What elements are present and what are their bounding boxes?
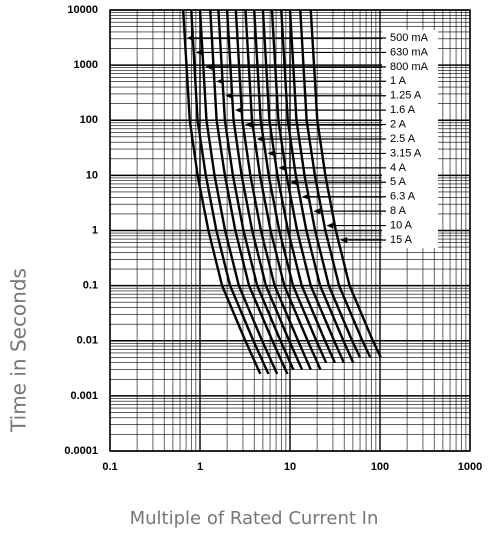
legend-label: 2.5 A (390, 133, 416, 145)
y-tick-label: 0.1 (83, 280, 98, 292)
legend-arrowhead (225, 92, 233, 99)
fuse-curve (209, 9, 289, 375)
legend-label: 15 A (390, 234, 413, 246)
legend-label: 10 A (390, 219, 413, 231)
legend-arrowhead (340, 237, 348, 243)
fuse-curve (270, 9, 345, 364)
legend-arrowhead (301, 193, 309, 200)
y-tick-label: 0.01 (77, 335, 98, 347)
fuse-curve (234, 9, 312, 371)
y-tick-label: 1 (92, 224, 98, 236)
fuse-curve (198, 9, 279, 375)
legend-label: 8 A (390, 205, 407, 217)
x-tick-label: 0.1 (102, 461, 117, 473)
y-axis-title: Time in Seconds (7, 268, 31, 433)
legend-arrowhead (205, 63, 213, 70)
legend-arrowhead (289, 179, 297, 186)
legend-label: 800 mA (390, 61, 429, 73)
fuse-curve (190, 9, 270, 375)
x-tick-label: 1000 (458, 461, 482, 473)
x-tick-label: 10 (284, 461, 296, 473)
fuse-curve (280, 9, 355, 364)
fuse-curve (299, 9, 372, 358)
x-tick-label: 100 (371, 461, 389, 473)
legend-label: 6.3 A (390, 191, 416, 203)
legend-label: 4 A (390, 162, 407, 174)
legend-arrowhead (326, 222, 334, 229)
fuse-curve (252, 9, 328, 364)
fuse-curve (309, 9, 382, 358)
y-tick-label: 1000 (74, 59, 98, 71)
fuse-curve (225, 9, 304, 371)
legend-background (382, 30, 438, 248)
legend-label: 500 mA (390, 32, 429, 44)
fuse-curve (288, 9, 362, 358)
legend-label: 1.25 A (390, 90, 422, 102)
y-tick-label: 0.001 (70, 390, 98, 402)
legend-arrowhead (244, 121, 252, 128)
legend-arrowhead (278, 164, 286, 171)
y-tick-label: 10 (86, 169, 98, 181)
legend-label: 3.15 A (390, 147, 422, 159)
y-tick-label: 100 (80, 114, 98, 126)
x-axis-title: Multiple of Rated Current In (130, 508, 379, 529)
legend-label: 5 A (390, 176, 407, 188)
y-tick-label: 0.0001 (64, 445, 98, 457)
legend-label: 630 mA (390, 46, 429, 58)
legend-arrowhead (267, 150, 275, 157)
legend-label: 1 A (390, 75, 407, 87)
fuse-curve (244, 9, 322, 371)
fuse-curve (217, 9, 295, 371)
legend-arrowhead (313, 208, 321, 215)
legend-arrowhead (234, 107, 242, 114)
legend-arrowhead (256, 136, 264, 142)
x-tick-label: 1 (197, 461, 203, 473)
legend-arrowhead (186, 35, 194, 41)
fuse-curve (181, 9, 262, 375)
legend-arrowhead (216, 78, 224, 85)
legend-arrowhead (195, 49, 203, 56)
legend-label: 1.6 A (390, 104, 416, 116)
y-tick-label: 10000 (67, 4, 98, 16)
fuse-curve (261, 9, 336, 364)
legend-label: 2 A (390, 118, 407, 130)
